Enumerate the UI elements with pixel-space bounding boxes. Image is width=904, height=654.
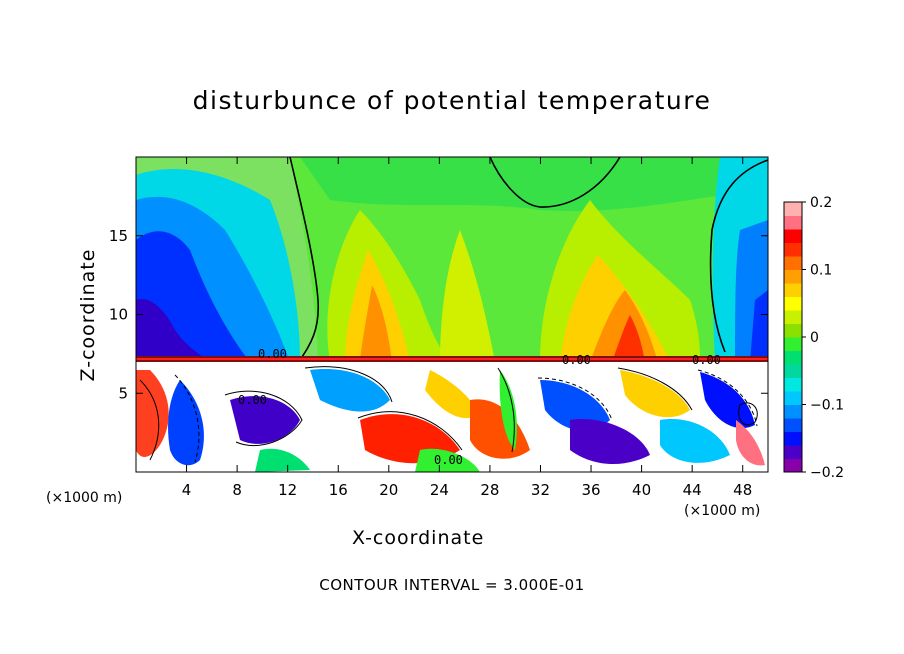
contour-label-2: 0.00	[238, 393, 267, 407]
colorbar-swatch-14	[784, 269, 802, 284]
x-tick-label-0: 4	[182, 481, 192, 499]
colorbar-swatch-4	[784, 404, 802, 419]
upper-field-top-band	[300, 157, 760, 211]
chart-title: disturbunce of potential temperature	[192, 86, 712, 115]
x-tick-label-6: 28	[480, 481, 499, 499]
x-tick-label-9: 40	[632, 481, 651, 499]
colorbar-swatch-18	[784, 215, 802, 230]
negative-region-right-deep	[750, 290, 768, 362]
contour-label-4: 0.00	[692, 353, 721, 367]
zero-contour-right	[709, 159, 768, 353]
lower-blob-10	[570, 419, 650, 465]
colorbar-swatch-13	[784, 283, 802, 297]
contour-label-5: 0.00	[434, 453, 463, 467]
colorbar-swatch-0	[784, 458, 802, 473]
colorbar-tick-label-2: 0	[810, 330, 819, 346]
colorbar-swatch-12	[784, 296, 802, 311]
x-unit-label-left: (×1000 m)	[46, 490, 123, 506]
colorbar-swatch-5	[784, 391, 802, 405]
positive-plume-left-peak	[360, 285, 392, 362]
colorbar-tick-label-0: 0.2	[810, 195, 832, 211]
x-tick-label-7: 32	[531, 481, 550, 499]
lower-blob-12	[660, 419, 730, 463]
colorbar-tick-label-3: −0.1	[810, 398, 844, 414]
zero-contour-left	[289, 157, 320, 361]
zero-contour-top	[489, 157, 621, 208]
colorbar-tick-label-1: 0.1	[810, 263, 832, 279]
colorbar-swatch-8	[784, 350, 802, 365]
lower-blob-3	[230, 396, 300, 444]
inversion-band	[136, 356, 768, 362]
x-tick-label-5: 24	[430, 481, 449, 499]
colorbar-swatch-9	[784, 337, 802, 351]
positive-plume-mid	[440, 230, 495, 362]
colorbar-tick-label-4: −0.2	[810, 465, 844, 481]
x-tick-label-1: 8	[232, 481, 242, 499]
lower-blob-2	[168, 380, 204, 466]
x-axis: 4 8 12 16 20 24 28 32 36 40 44 48	[182, 157, 752, 499]
contour-label-3: 0.00	[562, 353, 591, 367]
colorbar-swatch-16	[784, 242, 802, 257]
lower-blob-11	[620, 370, 690, 418]
lower-blob-13	[700, 372, 755, 429]
lower-blob-4	[310, 369, 390, 412]
x-tick-label-11: 48	[733, 481, 752, 499]
lower-blob-6	[425, 370, 480, 419]
lower-blob-8	[499, 370, 517, 450]
colorbar-swatch-1	[784, 445, 802, 459]
lower-blob-14	[736, 420, 765, 466]
y-axis: 5 10 15	[109, 227, 768, 402]
x-tick-label-2: 12	[278, 481, 297, 499]
y-tick-label-1: 10	[109, 306, 128, 324]
x-tick-label-10: 44	[683, 481, 702, 499]
x-axis-label: X-coordinate	[352, 527, 485, 549]
lower-blob-15	[255, 448, 310, 472]
lower-blob-9	[540, 380, 610, 431]
colorbar: 0.2 0.1 0 −0.1 −0.2	[783, 195, 844, 481]
colorbar-swatch-15	[784, 256, 802, 270]
lower-layer-contours	[139, 366, 758, 463]
colorbar-swatch-11	[784, 310, 802, 324]
colorbar-swatch-10	[784, 323, 802, 338]
contour-label-1: 0.00	[258, 347, 287, 361]
positive-plume-right-max	[612, 315, 645, 362]
lower-blob-16	[415, 448, 480, 472]
x-tick-label-8: 36	[581, 481, 600, 499]
contour-interval-footer: CONTOUR INTERVAL = 3.000E-01	[319, 576, 585, 594]
colorbar-swatch-2	[784, 431, 802, 446]
negative-region-left-min	[136, 299, 210, 362]
x-tick-label-3: 16	[329, 481, 348, 499]
lower-blob-1	[136, 370, 169, 457]
heatmap-plot	[136, 157, 768, 472]
contour-labels: 0.00 0.00 0.00 0.00 0.00	[238, 347, 721, 467]
colorbar-swatch-6	[784, 377, 802, 392]
colorbar-swatch-17	[784, 229, 802, 243]
y-axis-label: Z-coordinate	[77, 249, 99, 382]
colorbar-swatch-3	[784, 418, 802, 432]
x-unit-label-right: (×1000 m)	[684, 503, 761, 519]
x-tick-label-4: 20	[379, 481, 398, 499]
colorbar-swatch-19	[784, 202, 802, 216]
y-tick-label-2: 15	[109, 227, 128, 245]
y-tick-label-0: 5	[118, 384, 128, 402]
colorbar-swatch-7	[784, 364, 802, 378]
